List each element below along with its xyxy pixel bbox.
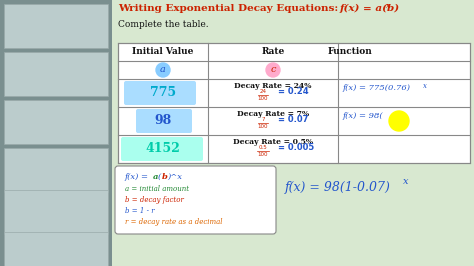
FancyBboxPatch shape: [118, 43, 470, 163]
FancyBboxPatch shape: [0, 0, 112, 266]
Text: 4152: 4152: [146, 143, 181, 156]
Text: 100: 100: [258, 96, 268, 101]
Text: 7: 7: [261, 117, 265, 122]
FancyBboxPatch shape: [4, 148, 108, 192]
Text: b = decay factor: b = decay factor: [125, 196, 184, 204]
Text: 775: 775: [150, 86, 176, 99]
Text: a: a: [160, 65, 166, 74]
Circle shape: [389, 111, 409, 131]
FancyBboxPatch shape: [4, 190, 108, 234]
Text: = 0.07: = 0.07: [278, 115, 309, 124]
Text: b: b: [162, 173, 168, 181]
Circle shape: [156, 63, 170, 77]
FancyBboxPatch shape: [112, 0, 474, 266]
Text: f(x) = a(b): f(x) = a(b): [340, 4, 400, 13]
Text: b = 1 - r: b = 1 - r: [125, 207, 155, 215]
Text: f(x) =: f(x) =: [125, 173, 152, 181]
Text: Rate: Rate: [261, 48, 284, 56]
Text: f(x) = 98(1-0.07): f(x) = 98(1-0.07): [285, 181, 391, 194]
Circle shape: [266, 63, 280, 77]
Text: f(x) = 775(0.76): f(x) = 775(0.76): [343, 84, 411, 92]
Text: x: x: [403, 177, 409, 186]
Text: 98: 98: [155, 114, 172, 127]
Text: 100: 100: [258, 124, 268, 129]
Text: Initial Value: Initial Value: [132, 48, 194, 56]
FancyBboxPatch shape: [136, 109, 192, 133]
Text: = 0.24: = 0.24: [278, 88, 309, 97]
Text: Decay Rate = 7%: Decay Rate = 7%: [237, 110, 309, 118]
FancyBboxPatch shape: [121, 137, 203, 161]
Text: a = initial amount: a = initial amount: [125, 185, 189, 193]
Text: Decay Rate = 24%: Decay Rate = 24%: [234, 82, 312, 90]
Text: c: c: [270, 65, 276, 74]
Text: Decay Rate = 0.5%: Decay Rate = 0.5%: [233, 138, 313, 146]
Text: (: (: [158, 173, 161, 181]
Text: 24: 24: [259, 89, 266, 94]
Text: r = decay rate as a decimal: r = decay rate as a decimal: [125, 218, 222, 226]
Text: Complete the table.: Complete the table.: [118, 20, 209, 29]
FancyBboxPatch shape: [4, 52, 108, 96]
Text: 100: 100: [258, 152, 268, 157]
Text: x: x: [385, 2, 390, 10]
Text: x: x: [423, 82, 427, 90]
Text: Writing Exponential Decay Equations:: Writing Exponential Decay Equations:: [118, 4, 342, 13]
Text: )^x: )^x: [167, 173, 182, 181]
FancyBboxPatch shape: [4, 100, 108, 144]
FancyBboxPatch shape: [4, 4, 108, 48]
Text: a: a: [153, 173, 158, 181]
Text: Function: Function: [328, 48, 373, 56]
Text: 0.5: 0.5: [259, 145, 267, 150]
FancyBboxPatch shape: [124, 81, 196, 105]
Text: f(x) = 98(: f(x) = 98(: [343, 112, 383, 120]
FancyBboxPatch shape: [4, 232, 108, 266]
Text: = 0.005: = 0.005: [278, 143, 314, 152]
FancyBboxPatch shape: [115, 166, 276, 234]
